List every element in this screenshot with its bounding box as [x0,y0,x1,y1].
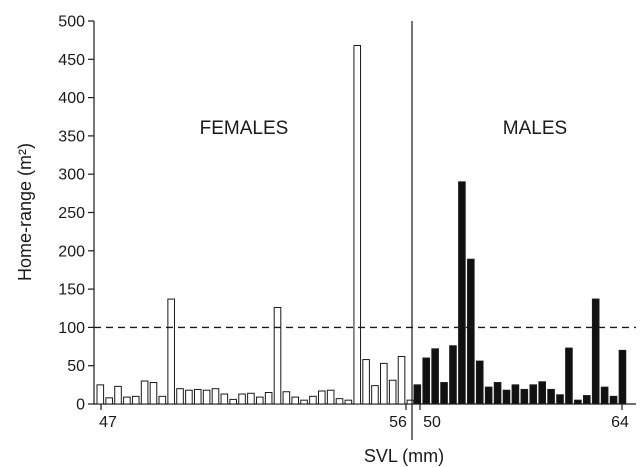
y-tick-label: 300 [58,167,85,184]
bar [140,380,149,405]
bar [353,45,362,405]
bar [247,392,255,405]
bar [114,385,122,405]
bar [105,397,113,405]
x-axis [94,403,636,410]
bar [158,395,167,405]
females-group-label: FEMALES [200,118,289,139]
males-group-label: MALES [503,118,567,139]
bar [422,357,431,405]
bar [397,356,406,405]
bar [149,382,158,405]
bar [458,181,466,405]
bar [185,389,193,405]
bar [538,381,546,405]
bar [229,398,237,405]
bar [220,393,229,405]
bar [467,258,475,405]
bar [96,384,105,405]
bar [565,347,573,405]
y-tick-label: 450 [58,52,85,69]
x-tick-label-females-end: 56 [389,414,407,431]
bar [574,399,582,405]
bar [547,388,555,405]
bar [264,392,273,405]
bar [176,388,184,405]
bar [609,395,618,405]
bar [238,393,246,405]
bar [291,396,300,405]
bar [413,384,422,405]
bar [380,362,388,405]
bar [529,384,538,405]
bar [309,395,317,405]
bar [371,385,379,405]
bar [282,391,291,405]
y-tick-label: 0 [76,397,85,414]
bar [484,386,493,405]
male-bars [413,181,627,405]
bar [520,388,529,405]
y-tick-label: 400 [58,90,85,107]
bar [300,399,308,405]
bar [211,388,220,405]
bar [556,394,564,405]
bar [335,398,344,405]
bar [493,382,502,405]
bar [475,360,484,405]
y-tick-label: 250 [58,205,85,222]
y-tick-label: 150 [58,282,85,299]
female-bars [96,45,415,405]
bar [600,386,609,405]
bar [202,389,211,405]
bar [440,382,448,405]
bar [123,396,131,405]
bar [193,388,202,405]
x-tick-label-males-start: 50 [423,414,441,431]
x-axis-title: SVL (mm) [364,446,444,466]
bar [326,389,335,405]
y-axis: 0 50 100 150 200 250 300 350 400 450 500 [58,14,95,414]
bar [167,298,175,405]
bar [591,298,600,405]
bar [449,345,457,405]
bar [511,384,520,405]
bar [344,399,353,405]
bar [362,359,370,405]
bar [388,379,397,405]
bar [406,399,415,405]
y-tick-label: 200 [58,243,85,260]
y-tick-label: 50 [67,358,85,375]
x-tick-label-females-start: 47 [99,414,117,431]
y-tick-label: 500 [58,14,85,31]
y-tick-label: 100 [58,320,85,337]
bar [318,390,326,405]
x-tick-label-males-end: 64 [611,414,629,431]
bar [255,396,264,405]
y-tick-label: 350 [58,128,85,145]
bar [431,348,439,405]
y-axis-title: Home-range (m²) [15,143,35,281]
bar [582,395,591,405]
bar [131,395,140,405]
bar [618,349,627,405]
bar [273,306,282,405]
bar [502,389,511,405]
